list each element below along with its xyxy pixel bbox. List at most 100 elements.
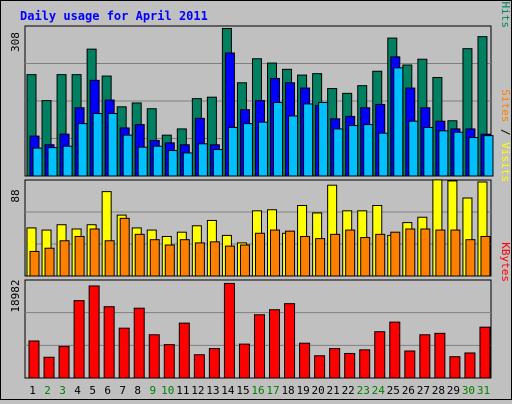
bar-pages-12 bbox=[197, 143, 208, 177]
bar-kbytes-4 bbox=[73, 300, 85, 379]
bar-sites-23 bbox=[360, 237, 371, 277]
x-label-day-9: 9 bbox=[149, 384, 156, 397]
bar-pages-18 bbox=[288, 115, 299, 177]
bar-sites-10 bbox=[164, 244, 175, 277]
bar-sites-8 bbox=[134, 233, 145, 277]
bar-kbytes-30 bbox=[464, 352, 476, 379]
bar-kbytes-31 bbox=[479, 326, 491, 379]
bar-kbytes-7 bbox=[118, 327, 130, 379]
x-label-day-3: 3 bbox=[59, 384, 66, 397]
bar-kbytes-18 bbox=[284, 303, 296, 379]
x-label-day-14: 14 bbox=[221, 384, 235, 397]
bar-kbytes-9 bbox=[148, 334, 160, 379]
bar-kbytes-10 bbox=[163, 344, 175, 379]
bar-pages-29 bbox=[453, 131, 464, 177]
x-label-day-24: 24 bbox=[372, 384, 386, 397]
bar-kbytes-16 bbox=[253, 314, 265, 379]
bar-sites-17 bbox=[270, 229, 281, 277]
bar-pages-9 bbox=[152, 145, 163, 177]
bar-pages-28 bbox=[438, 130, 449, 177]
y-max-label-hits-files-pages: 308 bbox=[9, 32, 22, 52]
bar-pages-7 bbox=[122, 134, 133, 177]
bar-kbytes-5 bbox=[88, 285, 100, 379]
bar-kbytes-14 bbox=[223, 282, 235, 379]
y-label-part: Sites bbox=[499, 89, 512, 122]
chart-title: Daily usage for April 2011 bbox=[20, 9, 208, 23]
x-label-day-29: 29 bbox=[447, 384, 460, 397]
bar-kbytes-13 bbox=[208, 348, 220, 379]
bar-kbytes-26 bbox=[404, 350, 416, 379]
bar-sites-4 bbox=[74, 235, 85, 277]
x-label-day-25: 25 bbox=[387, 384, 400, 397]
bar-pages-5 bbox=[92, 113, 103, 177]
x-label-day-7: 7 bbox=[119, 384, 126, 397]
x-label-day-28: 28 bbox=[432, 384, 445, 397]
x-label-day-31: 31 bbox=[477, 384, 490, 397]
x-label-day-22: 22 bbox=[342, 384, 355, 397]
bar-sites-9 bbox=[149, 239, 160, 277]
bar-sites-29 bbox=[450, 229, 461, 277]
bar-pages-21 bbox=[333, 128, 344, 177]
bar-sites-31 bbox=[480, 235, 491, 277]
bar-kbytes-6 bbox=[103, 306, 115, 379]
series-sites bbox=[29, 217, 491, 277]
y-label-part: Hits bbox=[499, 2, 512, 29]
bar-pages-20 bbox=[318, 101, 329, 177]
x-label-day-6: 6 bbox=[104, 384, 111, 397]
x-label-day-4: 4 bbox=[74, 384, 81, 397]
bar-kbytes-23 bbox=[359, 349, 371, 379]
bar-pages-14 bbox=[227, 126, 238, 177]
bar-sites-13 bbox=[209, 241, 220, 277]
bar-sites-2 bbox=[44, 247, 55, 277]
y-label-part: / bbox=[499, 122, 512, 142]
x-label-day-11: 11 bbox=[176, 384, 189, 397]
bar-sites-30 bbox=[465, 239, 476, 277]
bar-kbytes-19 bbox=[299, 342, 311, 379]
bar-pages-3 bbox=[62, 145, 73, 177]
x-label-day-12: 12 bbox=[191, 384, 204, 397]
bar-kbytes-3 bbox=[58, 345, 70, 379]
bar-pages-16 bbox=[257, 121, 268, 177]
x-label-day-2: 2 bbox=[44, 384, 51, 397]
bar-pages-26 bbox=[408, 120, 419, 177]
bar-kbytes-12 bbox=[193, 354, 205, 379]
bar-sites-12 bbox=[194, 242, 205, 277]
panel-kbytes: 18982 KBytes bbox=[9, 242, 512, 379]
y-label-part: / bbox=[499, 0, 512, 2]
x-label-day-15: 15 bbox=[236, 384, 249, 397]
x-label-day-10: 10 bbox=[161, 384, 174, 397]
bar-sites-26 bbox=[405, 228, 416, 277]
bar-sites-20 bbox=[315, 238, 326, 277]
bar-pages-6 bbox=[107, 113, 118, 177]
bar-kbytes-2 bbox=[43, 356, 55, 379]
bar-sites-5 bbox=[89, 228, 100, 277]
x-label-day-30: 30 bbox=[462, 384, 475, 397]
bar-sites-7 bbox=[119, 217, 130, 277]
bar-kbytes-1 bbox=[28, 340, 40, 379]
y-label-part: KBytes bbox=[499, 242, 512, 282]
x-label-day-1: 1 bbox=[29, 384, 36, 397]
bar-kbytes-11 bbox=[178, 322, 190, 379]
bar-pages-23 bbox=[363, 124, 374, 177]
bar-pages-27 bbox=[423, 126, 434, 177]
bar-pages-10 bbox=[167, 150, 178, 177]
bar-sites-16 bbox=[254, 232, 265, 277]
panel-hits-files-pages: 308 Pages / Files / Hits bbox=[9, 0, 512, 177]
x-label-day-20: 20 bbox=[312, 384, 325, 397]
x-label-day-18: 18 bbox=[281, 384, 294, 397]
y-label-sites-visits: Sites / Visits bbox=[499, 89, 512, 182]
bar-kbytes-20 bbox=[314, 355, 326, 379]
x-axis-labels: 1 2 3 4 5 6 7 8 9 10 11 12 13 14 15 16 17 18 19 20 21 22 23 24 2… bbox=[29, 384, 490, 397]
x-label-day-21: 21 bbox=[327, 384, 340, 397]
bar-pages-17 bbox=[273, 101, 284, 177]
bar-sites-3 bbox=[59, 240, 70, 277]
bar-sites-19 bbox=[300, 235, 311, 277]
x-label-day-26: 26 bbox=[402, 384, 415, 397]
bar-sites-22 bbox=[345, 229, 356, 277]
bar-pages-19 bbox=[303, 103, 314, 177]
x-label-day-13: 13 bbox=[206, 384, 219, 397]
bar-kbytes-15 bbox=[238, 343, 250, 379]
bar-pages-8 bbox=[137, 146, 148, 177]
